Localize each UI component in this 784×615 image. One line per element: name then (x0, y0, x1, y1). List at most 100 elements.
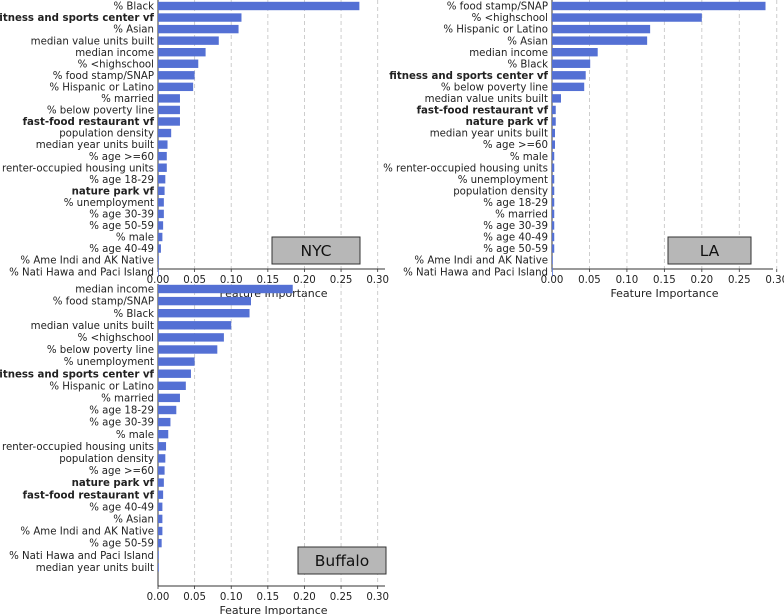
category-label: % Black (114, 2, 155, 13)
bar (552, 82, 585, 92)
category-label: % male (510, 152, 548, 163)
category-label: % age >=60 (89, 152, 154, 163)
bar (158, 71, 195, 80)
category-label: % age >=60 (89, 466, 154, 477)
category-label: % Ame Indi and AK Native (20, 256, 154, 267)
bar (158, 36, 219, 45)
bar (158, 357, 195, 366)
category-label: fitness and sports center vf (0, 369, 155, 380)
city-label: NYC (300, 242, 331, 260)
x-tick-label: 0.05 (578, 275, 601, 286)
category-label: median income (75, 285, 154, 296)
category-label: % <highschool (78, 59, 154, 70)
category-label: % Black (114, 309, 155, 320)
category-label: % male (116, 430, 154, 441)
bar (158, 82, 194, 92)
bar (552, 117, 556, 126)
category-label: % age 30-39 (483, 221, 548, 232)
bar (552, 48, 598, 57)
category-label: % unemployment (64, 357, 154, 368)
category-label: population density (453, 186, 548, 197)
bar (552, 198, 555, 207)
x-tick-label: 0.20 (690, 275, 713, 286)
x-tick-label: 0.30 (366, 592, 389, 603)
category-label: % below poverty line (47, 345, 154, 356)
category-label: % Ame Indi and AK Native (20, 527, 154, 538)
x-tick-label: 0.30 (765, 275, 784, 286)
bar (158, 563, 159, 572)
category-label: fitness and sports center vf (0, 13, 155, 24)
category-label: % Nati Hawa and Paci Island (9, 267, 154, 278)
category-label: median income (469, 48, 548, 59)
category-label: median value units built (31, 36, 154, 47)
x-axis-title: Feature Importance (219, 604, 327, 615)
x-tick-label: 0.15 (653, 275, 676, 286)
category-label: % age 18-29 (483, 198, 548, 209)
bar (158, 430, 169, 439)
bar (158, 526, 163, 536)
category-label: % age 40-49 (89, 244, 154, 255)
bar (158, 442, 167, 451)
bar (158, 405, 177, 415)
category-label: % age 30-39 (89, 210, 154, 221)
category-label: % unemployment (458, 175, 548, 186)
bar (158, 369, 191, 378)
bar (552, 59, 591, 68)
bar (552, 186, 555, 195)
category-label: median year units built (36, 563, 154, 574)
bar (158, 490, 164, 499)
category-label: fitness and sports center vf (389, 71, 548, 82)
category-label: % age 40-49 (89, 502, 154, 513)
bar (158, 321, 232, 330)
chart-la: 0.00 0.05 0.10 0.15 0.20 0.25 0.30 % food stamp… (383, 0, 784, 300)
x-tick-label: 0.25 (330, 275, 353, 286)
bar (158, 345, 218, 354)
category-label: % age 18-29 (89, 406, 154, 417)
bar (158, 209, 164, 219)
category-label: % married (495, 210, 548, 221)
category-label: median year units built (36, 140, 154, 151)
x-tick-label: 0.25 (728, 275, 751, 286)
bar (552, 128, 555, 138)
bar (158, 381, 186, 390)
category-label: % Nati Hawa and Paci Island (403, 267, 548, 278)
category-label: % Nati Hawa and Paci Island (9, 551, 154, 562)
category-label: % Asian (113, 25, 154, 36)
city-label: LA (700, 242, 720, 260)
bar (158, 151, 167, 161)
bar (552, 255, 553, 265)
category-label: % Black (508, 59, 549, 70)
bar (552, 244, 555, 253)
bar (158, 1, 360, 11)
city-label-box (271, 236, 361, 265)
x-tick-label: 0.05 (183, 275, 206, 286)
category-label: % Ame Indi and AK Native (414, 256, 548, 267)
bar (158, 333, 224, 342)
category-label: % age 50-59 (89, 221, 154, 232)
bar (552, 1, 766, 11)
chart-buffalo: 0.00 0.05 0.10 0.15 0.20 0.25 0.30 median incom… (0, 284, 389, 615)
category-label: median year units built (430, 129, 548, 140)
bar (158, 514, 163, 524)
category-label: nature park vf (72, 186, 155, 197)
bar (552, 140, 555, 149)
city-label-box (667, 236, 752, 265)
x-tick-label: 0.10 (220, 592, 243, 603)
city-label-box (297, 546, 387, 575)
bar (158, 175, 166, 184)
bar (552, 151, 555, 161)
bar (552, 94, 561, 103)
x-tick-label: 0.20 (293, 592, 316, 603)
category-label: population density (59, 454, 154, 465)
chart-nyc: 0.00 0.05 0.10 0.15 0.20 0.25 0.30 % Blackfitne… (0, 0, 389, 300)
bar (158, 48, 206, 57)
bar (158, 244, 161, 253)
category-label: % below poverty line (441, 82, 548, 93)
bar (552, 163, 555, 172)
category-label: % food stamp/SNAP (53, 71, 154, 82)
category-label: population density (59, 129, 154, 140)
x-axis-title: Feature Importance (610, 287, 718, 300)
category-label: % married (101, 394, 154, 405)
category-label: % food stamp/SNAP (447, 2, 548, 13)
